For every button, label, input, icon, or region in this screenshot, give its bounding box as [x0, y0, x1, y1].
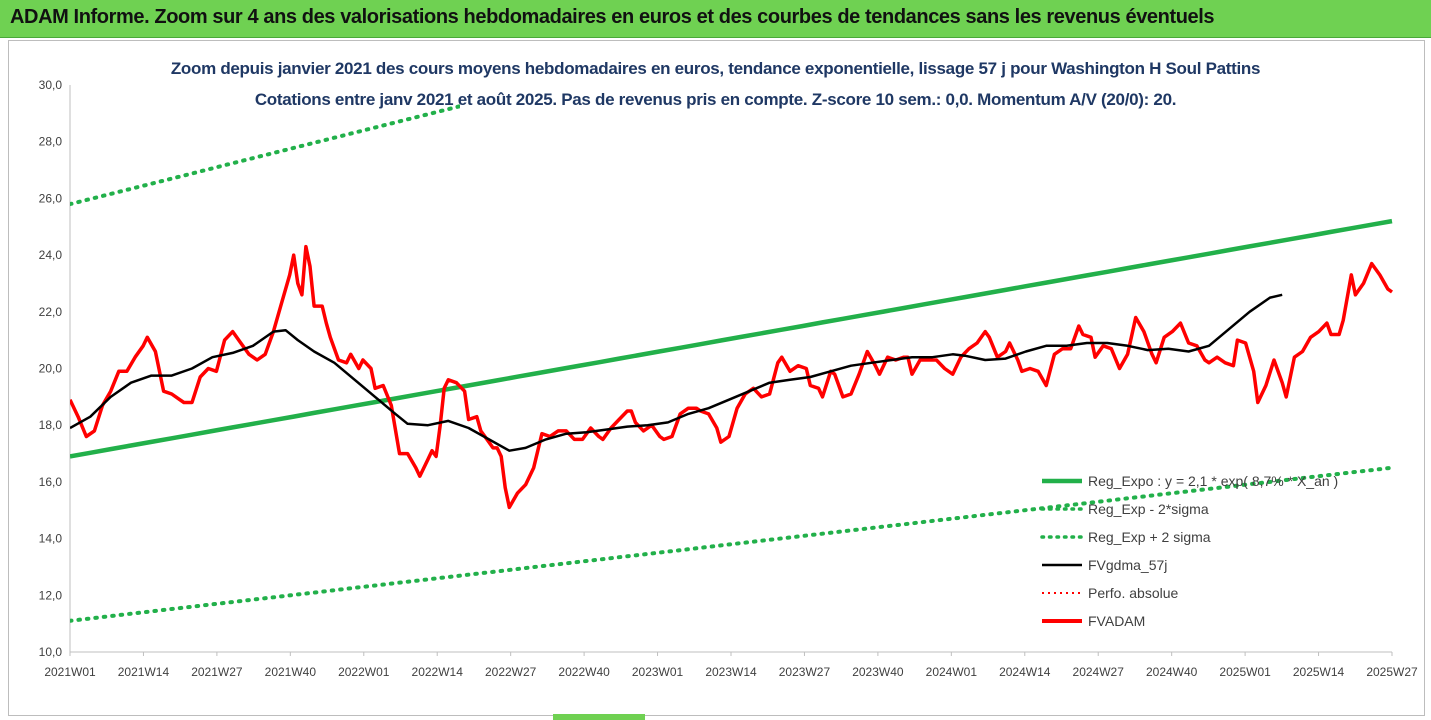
bottom-tab-strip	[553, 714, 645, 720]
legend-label: Reg_Exp - 2*sigma	[1088, 501, 1209, 517]
report-banner: ADAM Informe. Zoom sur 4 ans des valoris…	[0, 0, 1431, 38]
title-mask	[460, 50, 1250, 112]
x-tick-label: 2021W40	[265, 665, 317, 679]
y-tick-label: 24,0	[39, 248, 63, 262]
y-tick-label: 28,0	[39, 135, 63, 149]
chart-frame	[8, 40, 1425, 716]
x-tick-label: 2022W40	[558, 665, 610, 679]
reg-expo-line	[70, 218, 1393, 459]
y-tick-label: 26,0	[39, 191, 63, 205]
x-tick-label: 2024W27	[1073, 665, 1125, 679]
fvgdma-line	[70, 293, 1283, 452]
legend-label: Reg_Expo : y = 2,1 * exp( 8,7% * X_an )	[1088, 473, 1338, 489]
x-tick-label: 2023W40	[852, 665, 904, 679]
lower-band-line	[70, 465, 1394, 623]
legend-label: Reg_Exp + 2 sigma	[1088, 529, 1211, 545]
y-tick-label: 16,0	[39, 475, 63, 489]
y-tick-label: 12,0	[39, 588, 63, 602]
x-tick-label: 2021W27	[191, 665, 243, 679]
y-tick-label: 22,0	[39, 305, 63, 319]
x-tick-label: 2024W40	[1146, 665, 1198, 679]
y-tick-label: 10,0	[39, 645, 63, 659]
y-tick-label: 14,0	[39, 532, 63, 546]
x-tick-label: 2021W01	[44, 665, 96, 679]
y-tick-label: 20,0	[39, 362, 63, 376]
x-tick-label: 2025W27	[1366, 665, 1418, 679]
fvadam-line	[70, 244, 1394, 510]
x-tick-label: 2022W01	[338, 665, 390, 679]
x-tick-label: 2024W14	[999, 665, 1051, 679]
y-tick-label: 30,0	[39, 78, 63, 92]
x-tick-label: 2024W01	[926, 665, 978, 679]
x-tick-label: 2022W14	[412, 665, 464, 679]
x-tick-label: 2023W27	[779, 665, 831, 679]
legend-label: FVgdma_57j	[1088, 557, 1167, 573]
x-tick-label: 2021W14	[118, 665, 170, 679]
report-title: ADAM Informe. Zoom sur 4 ans des valoris…	[10, 6, 1215, 28]
x-tick-label: 2022W27	[485, 665, 537, 679]
x-tick-label: 2023W01	[632, 665, 684, 679]
legend-label: FVADAM	[1088, 613, 1145, 629]
x-tick-label: 2025W14	[1293, 665, 1345, 679]
x-tick-label: 2025W01	[1219, 665, 1271, 679]
x-tick-label: 2023W14	[705, 665, 757, 679]
chart-subtitle: Cotations entre janv 2021 et août 2025. …	[254, 90, 1177, 109]
legend-label: Perfo. absolue	[1088, 585, 1178, 601]
chart-title: Zoom depuis janvier 2021 des cours moyen…	[170, 59, 1261, 78]
y-tick-label: 18,0	[39, 418, 63, 432]
